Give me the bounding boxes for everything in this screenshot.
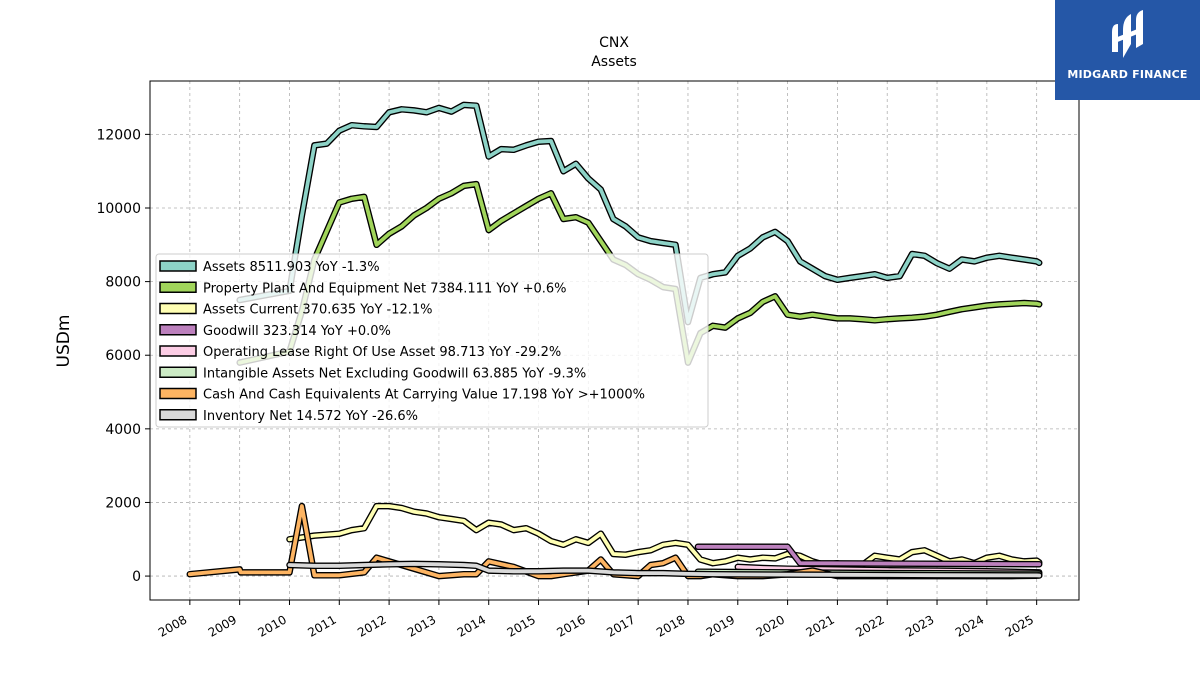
series-outline xyxy=(286,502,1043,571)
midgard-finance-logo: MIDGARD FINANCE xyxy=(1055,0,1200,100)
plot-frame xyxy=(149,80,1080,601)
chart-title: CNX xyxy=(599,35,629,51)
logo-text: MIDGARD FINANCE xyxy=(1067,68,1188,81)
y-axis-label: USDm xyxy=(54,315,74,368)
y-tick-label: 0 xyxy=(132,569,141,585)
x-tick-label: 2020 xyxy=(754,612,787,639)
x-tick-label: 2022 xyxy=(853,612,886,639)
legend-swatch xyxy=(159,387,197,400)
series-line xyxy=(696,544,1042,567)
x-tick-label: 2013 xyxy=(405,612,438,639)
legend: Assets 8511.903 YoY -1.3% Property Plant … xyxy=(155,253,709,428)
legend-entry: Operating Lease Right Of Use Asset 98.71… xyxy=(203,345,561,360)
legend-swatch xyxy=(159,260,197,272)
series-line xyxy=(287,562,1042,578)
y-tick-label: 2000 xyxy=(105,495,141,511)
y-tick-label: 4000 xyxy=(105,422,141,438)
legend-entry: Cash And Cash Equivalents At Carrying Va… xyxy=(203,388,645,403)
legend-swatch xyxy=(159,281,197,293)
legend-box xyxy=(155,253,709,428)
legend-swatch xyxy=(159,366,197,378)
y-tick-label: 10000 xyxy=(96,201,141,217)
x-tick-label: 2021 xyxy=(803,612,836,639)
y-tick-label: 6000 xyxy=(105,348,141,364)
x-axis: 2008 2009 2010 2011 2012 2013 2014 2015 2016 2017… xyxy=(156,600,1038,640)
x-tick-label: 2016 xyxy=(554,612,587,639)
series-line xyxy=(287,504,1042,569)
legend-entry: Inventory Net 14.572 YoY -26.6% xyxy=(203,409,418,424)
x-tick-label: 2015 xyxy=(505,612,538,639)
x-tick-label: 2018 xyxy=(654,612,687,639)
legend-entry: Intangible Assets Net Excluding Goodwill… xyxy=(203,366,586,381)
y-tick-label: 8000 xyxy=(105,275,141,291)
y-axis: 0 2000 4000 6000 8000 10000 12000 xyxy=(96,127,150,585)
series-line xyxy=(237,103,1042,324)
legend-entry: Assets 8511.903 YoY -1.3% xyxy=(203,260,380,275)
legend-swatch xyxy=(159,345,197,357)
x-tick-label: 2025 xyxy=(1003,612,1036,639)
legend-swatch xyxy=(159,409,197,421)
legend-entry: Property Plant And Equipment Net 7384.11… xyxy=(203,281,567,296)
x-tick-label: 2011 xyxy=(305,612,338,639)
x-tick-label: 2014 xyxy=(455,612,488,639)
x-tick-label: 2023 xyxy=(903,612,936,639)
x-tick-label: 2012 xyxy=(355,612,388,639)
logo-mark-icon xyxy=(1112,10,1143,58)
chart-subtitle: Assets xyxy=(591,54,637,70)
legend-entry: Assets Current 370.635 YoY -12.1% xyxy=(203,303,433,318)
x-tick-label: 2019 xyxy=(704,612,737,639)
x-tick-label: 2024 xyxy=(953,612,986,639)
y-tick-label: 12000 xyxy=(96,127,141,143)
x-tick-label: 2010 xyxy=(256,612,289,639)
x-tick-label: 2009 xyxy=(206,612,239,639)
legend-swatch xyxy=(159,302,197,315)
x-tick-label: 2008 xyxy=(156,612,189,639)
legend-entry: Goodwill 323.314 YoY +0.0% xyxy=(203,324,391,339)
x-tick-label: 2017 xyxy=(604,612,637,639)
legend-swatch xyxy=(159,324,197,336)
